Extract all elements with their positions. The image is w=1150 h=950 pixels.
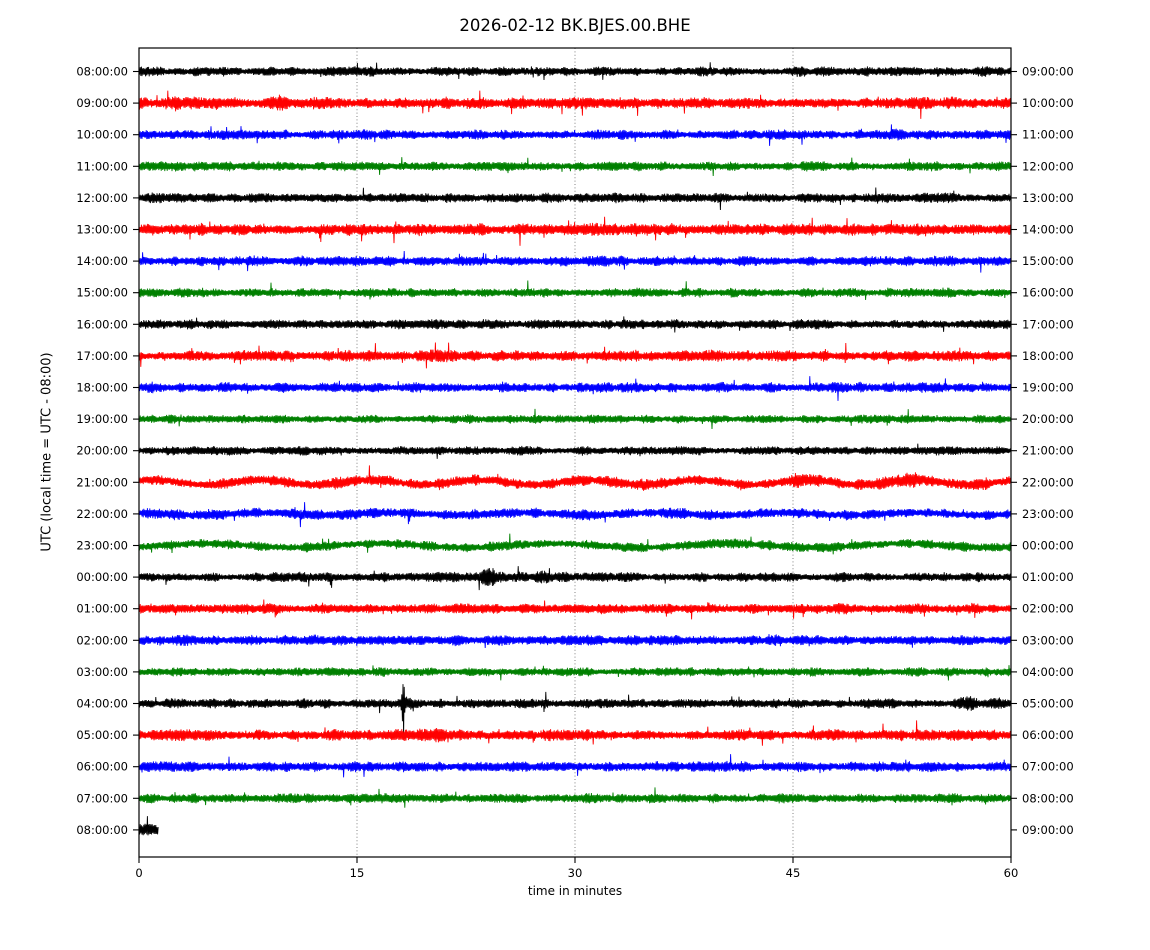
trace-row-15 bbox=[138, 533, 1012, 555]
chart-title: 2026-02-12 BK.BJES.00.BHE bbox=[459, 16, 691, 35]
right-time-label: 07:00:00 bbox=[1022, 760, 1074, 774]
left-time-label: 05:00:00 bbox=[76, 728, 128, 742]
trace-row-3 bbox=[138, 157, 1012, 177]
trace-row-18 bbox=[138, 634, 1012, 649]
trace-row-19 bbox=[138, 665, 1012, 681]
right-time-label: 01:00:00 bbox=[1022, 570, 1074, 584]
right-time-label: 11:00:00 bbox=[1022, 128, 1074, 142]
trace-row-20 bbox=[138, 684, 1012, 736]
right-time-label: 19:00:00 bbox=[1022, 381, 1074, 395]
trace-row-14 bbox=[138, 502, 1012, 528]
left-time-label: 06:00:00 bbox=[76, 760, 128, 774]
right-time-label: 05:00:00 bbox=[1022, 697, 1074, 711]
right-time-label: 03:00:00 bbox=[1022, 633, 1074, 647]
left-time-label: 15:00:00 bbox=[76, 286, 128, 300]
trace-row-23 bbox=[138, 787, 1012, 808]
left-time-label: 08:00:00 bbox=[76, 65, 128, 79]
trace-row-4 bbox=[138, 187, 1012, 211]
left-time-label: 12:00:00 bbox=[76, 191, 128, 205]
right-time-label: 02:00:00 bbox=[1022, 602, 1074, 616]
right-time-label: 22:00:00 bbox=[1022, 475, 1074, 489]
left-time-label: 19:00:00 bbox=[76, 412, 128, 426]
left-time-label: 23:00:00 bbox=[76, 539, 128, 553]
trace-row-16 bbox=[138, 566, 1012, 591]
right-time-label: 17:00:00 bbox=[1022, 317, 1074, 331]
x-tick-label: 60 bbox=[1004, 866, 1019, 880]
right-time-label: 00:00:00 bbox=[1022, 539, 1074, 553]
trace-row-17 bbox=[138, 599, 1012, 620]
left-time-label: 17:00:00 bbox=[76, 349, 128, 363]
left-time-label: 04:00:00 bbox=[76, 697, 128, 711]
x-tick-label: 15 bbox=[350, 866, 365, 880]
left-time-label: 22:00:00 bbox=[76, 507, 128, 521]
left-time-label: 18:00:00 bbox=[76, 381, 128, 395]
left-time-label: 14:00:00 bbox=[76, 254, 128, 268]
right-time-label: 20:00:00 bbox=[1022, 412, 1074, 426]
trace-row-21 bbox=[138, 720, 1012, 746]
left-time-label: 07:00:00 bbox=[76, 791, 128, 805]
trace-row-9 bbox=[138, 342, 1012, 369]
trace-row-24 bbox=[138, 816, 159, 836]
trace-row-6 bbox=[138, 250, 1012, 273]
trace-row-7 bbox=[138, 280, 1012, 301]
left-time-label: 02:00:00 bbox=[76, 633, 128, 647]
left-time-label: 09:00:00 bbox=[76, 96, 128, 110]
left-time-label: 16:00:00 bbox=[76, 317, 128, 331]
x-tick-label: 30 bbox=[568, 866, 583, 880]
trace-row-5 bbox=[138, 216, 1012, 246]
trace-row-0 bbox=[138, 62, 1012, 81]
trace-row-13 bbox=[138, 465, 1012, 491]
right-time-label: 14:00:00 bbox=[1022, 223, 1074, 237]
left-time-label: 08:00:00 bbox=[76, 823, 128, 837]
right-time-label: 06:00:00 bbox=[1022, 728, 1074, 742]
trace-row-10 bbox=[138, 376, 1012, 401]
right-time-label: 10:00:00 bbox=[1022, 96, 1074, 110]
trace-row-1 bbox=[138, 90, 1012, 119]
trace-row-12 bbox=[138, 443, 1012, 459]
trace-row-2 bbox=[138, 124, 1012, 146]
right-time-label: 12:00:00 bbox=[1022, 159, 1074, 173]
right-time-label: 09:00:00 bbox=[1022, 823, 1074, 837]
x-tick-label: 0 bbox=[135, 866, 142, 880]
trace-row-8 bbox=[138, 316, 1012, 333]
left-time-label: 10:00:00 bbox=[76, 128, 128, 142]
x-axis-label: time in minutes bbox=[527, 884, 623, 898]
x-tick-label: 45 bbox=[786, 866, 801, 880]
right-time-label: 16:00:00 bbox=[1022, 286, 1074, 300]
left-time-label: 21:00:00 bbox=[76, 475, 128, 489]
trace-row-22 bbox=[138, 754, 1012, 778]
right-time-label: 21:00:00 bbox=[1022, 444, 1074, 458]
right-time-label: 13:00:00 bbox=[1022, 191, 1074, 205]
right-time-label: 09:00:00 bbox=[1022, 65, 1074, 79]
right-time-label: 04:00:00 bbox=[1022, 665, 1074, 679]
right-time-label: 18:00:00 bbox=[1022, 349, 1074, 363]
left-time-label: 01:00:00 bbox=[76, 602, 128, 616]
right-time-label: 08:00:00 bbox=[1022, 791, 1074, 805]
left-time-label: 13:00:00 bbox=[76, 223, 128, 237]
left-time-label: 11:00:00 bbox=[76, 159, 128, 173]
right-time-label: 15:00:00 bbox=[1022, 254, 1074, 268]
left-time-label: 03:00:00 bbox=[76, 665, 128, 679]
left-time-label: 00:00:00 bbox=[76, 570, 128, 584]
right-time-label: 23:00:00 bbox=[1022, 507, 1074, 521]
trace-row-11 bbox=[138, 408, 1012, 430]
left-time-label: 20:00:00 bbox=[76, 444, 128, 458]
